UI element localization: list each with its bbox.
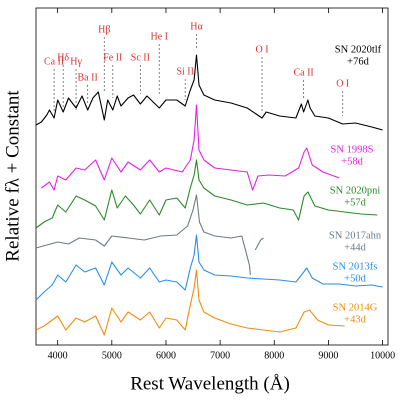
legend-phase: +58d [341, 156, 363, 167]
annotation-label: Hγ [70, 56, 82, 67]
annotation-label: O I [256, 44, 269, 55]
x-tick-label: 8000 [264, 350, 284, 361]
annotation-label: Hα [190, 21, 203, 32]
annotation-label: Ca II [293, 67, 313, 78]
legend-name: SN 2020tlf [335, 44, 382, 55]
legend-phase: +43d [344, 314, 366, 325]
x-tick-label: 5000 [102, 350, 122, 361]
plot-frame [35, 7, 389, 346]
annotation-label: Ba II [78, 72, 98, 83]
annotation-label: Fe II [103, 52, 122, 63]
legend-name: SN 1998S [331, 144, 374, 155]
spectrum-line [35, 54, 383, 131]
annotation-label: Hβ [98, 24, 110, 35]
annotation-label: He I [151, 31, 169, 42]
legend-name: SN 2014G [333, 302, 378, 313]
spectrum-line [35, 269, 345, 336]
x-tick-label: 6000 [156, 350, 176, 361]
legend-name: SN 2020pni [330, 185, 381, 196]
legend-name: SN 2017ahn [329, 230, 382, 241]
spectrum-line [35, 194, 264, 276]
annotation-label: O I [336, 78, 349, 89]
x-tick-label: 4000 [48, 350, 68, 361]
annotation-label: Ca II [44, 56, 64, 67]
annotation-label: Hδ [57, 52, 69, 63]
legend-phase: +76d [347, 56, 369, 67]
legend-phase: +44d [344, 242, 366, 253]
spectrum-line [35, 234, 383, 301]
x-tick-label: 10000 [370, 350, 395, 361]
legend-phase: +50d [344, 273, 366, 284]
x-axis-label: Rest Wavelength (Å) [130, 373, 290, 394]
annotation-label: Sc II [131, 52, 150, 63]
y-axis-label: Relative fλ + Constant [2, 90, 23, 262]
legend-phase: +57d [344, 197, 366, 208]
annotation-label: Si II [176, 66, 194, 77]
legend-name: SN 2013fs [333, 261, 378, 272]
spectrum-line [41, 104, 340, 191]
x-tick-label: 7000 [210, 350, 230, 361]
spectrum-line [35, 159, 378, 229]
x-tick-label: 9000 [318, 350, 338, 361]
